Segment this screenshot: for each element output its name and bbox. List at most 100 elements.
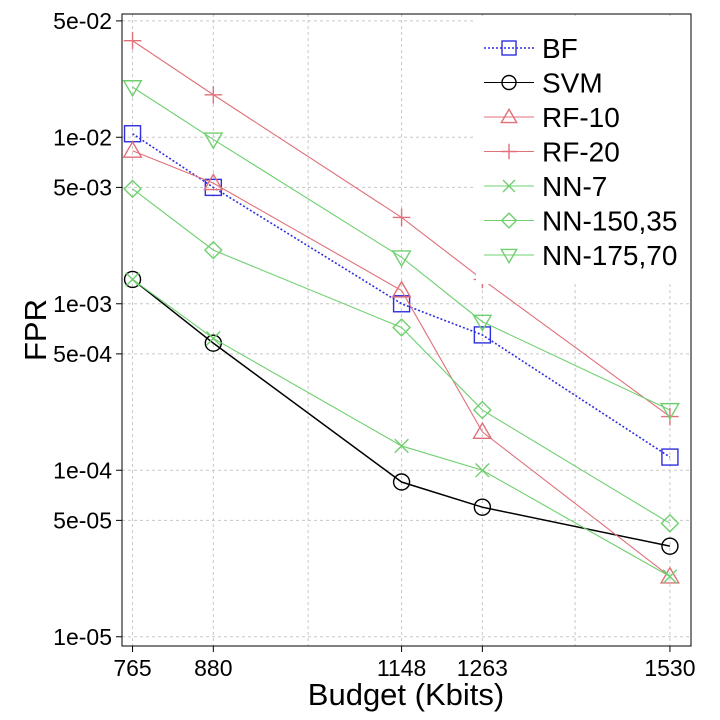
data-point-nn-150-35: [660, 513, 680, 533]
data-point-nn-7: [475, 462, 490, 478]
legend-swatch-marker: [500, 248, 518, 265]
series-line-svm: [132, 278, 671, 547]
marker-diamond: [660, 513, 680, 533]
data-point-nn-175-70: [391, 250, 412, 268]
series-rf-20: [123, 31, 679, 426]
legend-label: RF-20: [542, 137, 620, 168]
marker-x: [662, 569, 678, 584]
legend-swatch-marker: [500, 107, 518, 124]
legend-swatch-marker: [501, 74, 517, 91]
marker-x: [394, 438, 409, 454]
series-nn-150-35: [123, 179, 680, 533]
y-tick-label: 1e-04: [53, 457, 112, 483]
marker-diamond: [123, 179, 142, 199]
data-point-rf-20: [392, 208, 411, 227]
y-axis-title: FPR: [18, 299, 53, 361]
data-point-nn-7: [662, 569, 678, 584]
data-point-nn-7: [206, 331, 221, 346]
data-point-rf-10: [391, 280, 412, 298]
series-line-nn-150-35: [132, 188, 671, 524]
data-point-rf-10: [659, 566, 680, 584]
legend-label: NN-7: [542, 171, 607, 202]
legend-item-nn-7: NN-7: [484, 171, 607, 202]
y-tick-label: 1e-05: [53, 624, 112, 650]
legend-label: RF-10: [542, 102, 620, 133]
legend-item-nn-175-70: NN-175,70: [484, 240, 677, 271]
marker-triangle-up: [122, 140, 143, 158]
x-tick-label: 765: [113, 655, 151, 681]
legend-item-bf: BF: [484, 33, 578, 64]
data-point-nn-7: [394, 438, 409, 454]
data-point-nn-150-35: [472, 400, 492, 420]
x-tick-label: 1530: [644, 655, 695, 681]
marker-triangle-down: [391, 250, 412, 268]
marker-circle: [123, 270, 142, 289]
legend-swatch-marker: [501, 40, 517, 56]
x-tick-label: 1263: [457, 655, 508, 681]
marker-triangle-up: [203, 172, 224, 191]
plot-frame: [121, 13, 692, 647]
series-rf-10: [122, 140, 680, 584]
data-point-rf-10: [122, 140, 143, 158]
marker-plus: [123, 31, 142, 50]
marker-plus: [204, 85, 223, 104]
y-tick-label: 1e-03: [53, 291, 112, 317]
data-point-svm: [123, 270, 142, 289]
x-tick-label: 1148: [377, 655, 426, 681]
series-bf: [123, 125, 679, 466]
legend-swatch-marker: [501, 143, 517, 160]
legend-item-rf-10: RF-10: [484, 102, 620, 133]
legend-swatch-marker: [500, 212, 518, 229]
marker-circle: [501, 74, 517, 91]
series-line-nn-175-70: [132, 86, 671, 411]
marker-square: [473, 326, 492, 344]
data-point-svm: [473, 498, 492, 516]
x-axis-ticks: 765 880 1148 1263 1530: [113, 646, 696, 681]
y-tick-label: 5e-04: [53, 341, 112, 367]
marker-circle: [661, 537, 679, 555]
marker-square: [501, 40, 517, 56]
marker-triangle-down: [122, 80, 143, 98]
data-point-nn-7: [125, 272, 140, 287]
data-point-rf-10: [472, 421, 493, 439]
legend-label: SVM: [542, 68, 603, 99]
marker-x: [125, 272, 140, 287]
y-axis-ticks: 5e-02 1e-02 5e-03 1e-03 5e-04 1e-04 5e-05 1e-05: [53, 8, 122, 650]
marker-triangle-down: [659, 402, 680, 421]
x-tick-label: 880: [194, 655, 232, 681]
marker-plus: [661, 407, 679, 426]
series-svm: [123, 270, 679, 555]
legend-item-nn-150-35: NN-150,35: [484, 206, 677, 237]
marker-plus: [392, 208, 411, 227]
data-point-rf-10: [203, 172, 224, 191]
legend-label: NN-150,35: [542, 206, 677, 237]
marker-circle: [473, 498, 492, 516]
data-point-nn-150-35: [123, 179, 142, 199]
marker-triangle-down: [500, 248, 518, 265]
data-point-svm: [661, 537, 679, 555]
marker-x: [502, 179, 516, 193]
y-tick-label: 5e-05: [53, 507, 112, 533]
marker-triangle-up: [659, 566, 680, 584]
data-point-svm: [392, 473, 411, 491]
legend-item-rf-20: RF-20: [484, 137, 620, 168]
marker-square: [661, 448, 679, 466]
marker-triangle-down: [203, 132, 224, 150]
data-point-nn-150-35: [203, 240, 223, 260]
legend-swatch-marker: [502, 179, 516, 193]
marker-diamond: [392, 318, 411, 337]
marker-diamond: [203, 240, 223, 260]
x-axis-title: Budget (Kbits): [308, 677, 504, 712]
marker-diamond: [500, 212, 518, 229]
data-point-bf: [473, 326, 492, 344]
marker-x: [206, 331, 221, 346]
data-point-nn-175-70: [659, 402, 680, 421]
y-tick-label: 1e-02: [53, 124, 112, 150]
legend-label: NN-175,70: [542, 240, 677, 271]
marker-diamond: [472, 400, 492, 420]
data-point-nn-175-70: [122, 80, 143, 98]
series-nn-7: [125, 272, 678, 584]
data-point-rf-20: [123, 31, 142, 50]
